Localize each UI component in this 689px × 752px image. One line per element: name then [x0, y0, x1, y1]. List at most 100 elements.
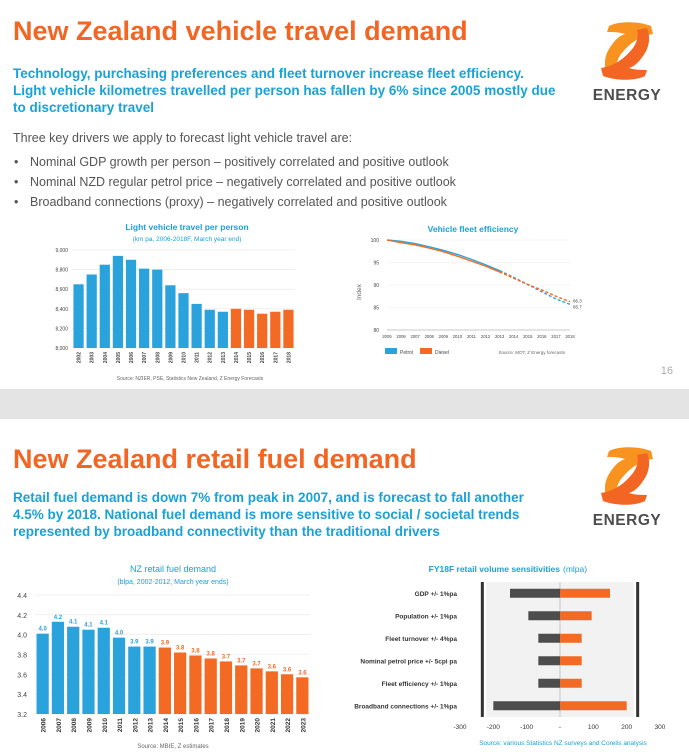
bar — [128, 646, 141, 714]
x-tick-label: 2018 — [286, 352, 292, 363]
x-tick-label: 2016 — [537, 334, 547, 339]
driver-item-broadband: Broadband connections (proxy) – negative… — [13, 192, 456, 212]
y-tick-label: 8,600 — [55, 287, 68, 293]
retail-volume-sensitivities-chart: FY18F retail volume sensitivities (mlpa)… — [354, 564, 666, 747]
x-tick-label: 2014 — [163, 718, 170, 733]
category-label: Broadband connections +/- 1%pa — [354, 703, 457, 710]
data-label: 3.6 — [268, 664, 277, 670]
chart-source: Source: MBIE, Z estimates — [137, 744, 208, 750]
data-label: 3.7 — [252, 661, 261, 667]
slide-subtitle: Technology, purchasing preferences and f… — [13, 66, 556, 115]
x-tick-label: 2016 — [260, 352, 266, 363]
y-tick-label: 90 — [373, 283, 379, 289]
bar-positive — [560, 588, 610, 598]
x-tick-label: 2021 — [270, 718, 277, 733]
legend-label-petrol: Petrol — [400, 350, 413, 356]
z-logo-icon — [601, 447, 653, 505]
bar — [97, 627, 110, 714]
series-forecast-petrol — [499, 269, 571, 306]
bar — [270, 311, 281, 348]
data-label: 3.9 — [130, 640, 139, 646]
x-tick-label: 2006 — [129, 352, 135, 363]
bar-positive — [560, 611, 592, 621]
x-tick-label: 2020 — [255, 718, 262, 733]
y-tick-label: 4.2 — [17, 613, 27, 620]
bar — [143, 646, 156, 714]
data-label: 4.0 — [38, 627, 47, 633]
category-label: GDP +/- 1%pa — [415, 591, 458, 598]
end-value-label: 86.3 — [573, 299, 582, 304]
x-tick-label: 2017 — [273, 352, 279, 363]
x-tick-label: 2018 — [565, 334, 575, 339]
x-tick-label: 2008 — [71, 718, 78, 733]
x-tick-label: 2013 — [221, 352, 227, 363]
nz-retail-fuel-demand-chart: NZ retail fuel demand (blpa, 2002-2012, … — [17, 564, 310, 750]
chart-title: FY18F retail volume sensitivities — [429, 564, 561, 574]
bar-negative — [538, 678, 560, 688]
y-tick-label: 8,400 — [55, 307, 68, 313]
x-tick-label: 2017 — [551, 334, 561, 339]
y-tick-label: 3.8 — [17, 653, 27, 660]
chart-title: NZ retail fuel demand — [130, 564, 216, 574]
x-tick-label: 100 — [588, 724, 599, 731]
slide-title: New Zealand retail fuel demand — [13, 444, 417, 474]
x-tick-label: 2007 — [56, 718, 63, 733]
chart-source: Source: NZIER, PSE, Statistics New Zeala… — [117, 376, 264, 382]
legend-swatch-diesel — [420, 348, 432, 354]
y-tick-label: 4.0 — [17, 633, 27, 640]
legend-label-diesel: Diesel — [435, 350, 449, 356]
x-tick-label: 2010 — [102, 718, 109, 733]
driver-item-petrol-price: Nominal NZD regular petrol price – negat… — [13, 172, 456, 192]
bar — [178, 293, 189, 348]
y-tick-label: 3.6 — [17, 672, 27, 679]
series-forecast-diesel — [499, 271, 571, 303]
data-label: 4.2 — [54, 615, 63, 621]
bar — [36, 633, 49, 714]
x-tick-label: 2007 — [410, 334, 420, 339]
vehicle-fleet-efficiency-chart: Vehicle fleet efficiency Index 80 85 90 95 1… — [356, 224, 582, 356]
y-tick-label: 4.4 — [17, 593, 27, 600]
chart-subtitle: (km pa, 2006-2018F, March year end) — [133, 236, 242, 243]
bar — [243, 309, 255, 348]
x-tick-label: 2003 — [90, 352, 96, 363]
x-tick-label: 200 — [621, 724, 632, 731]
x-tick-label: 2013 — [495, 334, 505, 339]
data-label: 4.0 — [115, 631, 124, 637]
bar — [257, 313, 268, 348]
y-tick-label: 8,000 — [55, 346, 68, 352]
data-label: 3.8 — [191, 648, 200, 654]
x-tick-label: 2005 — [116, 352, 122, 363]
logo-text: ENERGY — [592, 87, 662, 104]
x-tick-label: 2009 — [439, 334, 449, 339]
x-tick-label: 2015 — [247, 352, 253, 363]
bar — [296, 677, 309, 714]
bar — [204, 658, 217, 714]
bar — [189, 655, 202, 714]
x-tick-label: 2017 — [209, 718, 216, 733]
x-tick-label: 2013 — [148, 718, 155, 733]
bar-positive — [560, 656, 582, 666]
slide-retail-fuel-demand: New Zealand retail fuel demand Retail fu… — [0, 419, 689, 752]
bar — [73, 284, 84, 348]
z-energy-logo: ENERGY — [581, 445, 673, 530]
bar — [204, 309, 215, 348]
driver-item-gdp: Nominal GDP growth per person – positive… — [13, 152, 456, 172]
chart-source: Source: MOT, Z Energy forecasts — [498, 350, 565, 355]
light-vehicle-travel-chart: Light vehicle travel per person (km pa, … — [55, 222, 295, 382]
category-label: Population +/- 1%pa — [395, 613, 457, 620]
bar-positive — [560, 633, 582, 643]
bar — [250, 668, 263, 714]
x-tick-label: 2019 — [239, 718, 246, 733]
slide-subtitle: Retail fuel demand is down 7% from peak … — [13, 490, 524, 539]
bar — [165, 285, 176, 348]
y-tick-label: 3.2 — [17, 712, 27, 719]
x-tick-label: -300 — [453, 724, 466, 731]
x-tick-label: - — [559, 724, 561, 731]
x-tick-label: 2010 — [182, 352, 188, 363]
logo-text: ENERGY — [592, 512, 662, 529]
end-value-label: 85.7 — [573, 305, 582, 310]
x-tick-label: 2006 — [41, 718, 48, 733]
bar — [217, 311, 228, 348]
series-line-diesel — [386, 239, 500, 273]
y-tick-label: 9,000 — [55, 248, 68, 254]
